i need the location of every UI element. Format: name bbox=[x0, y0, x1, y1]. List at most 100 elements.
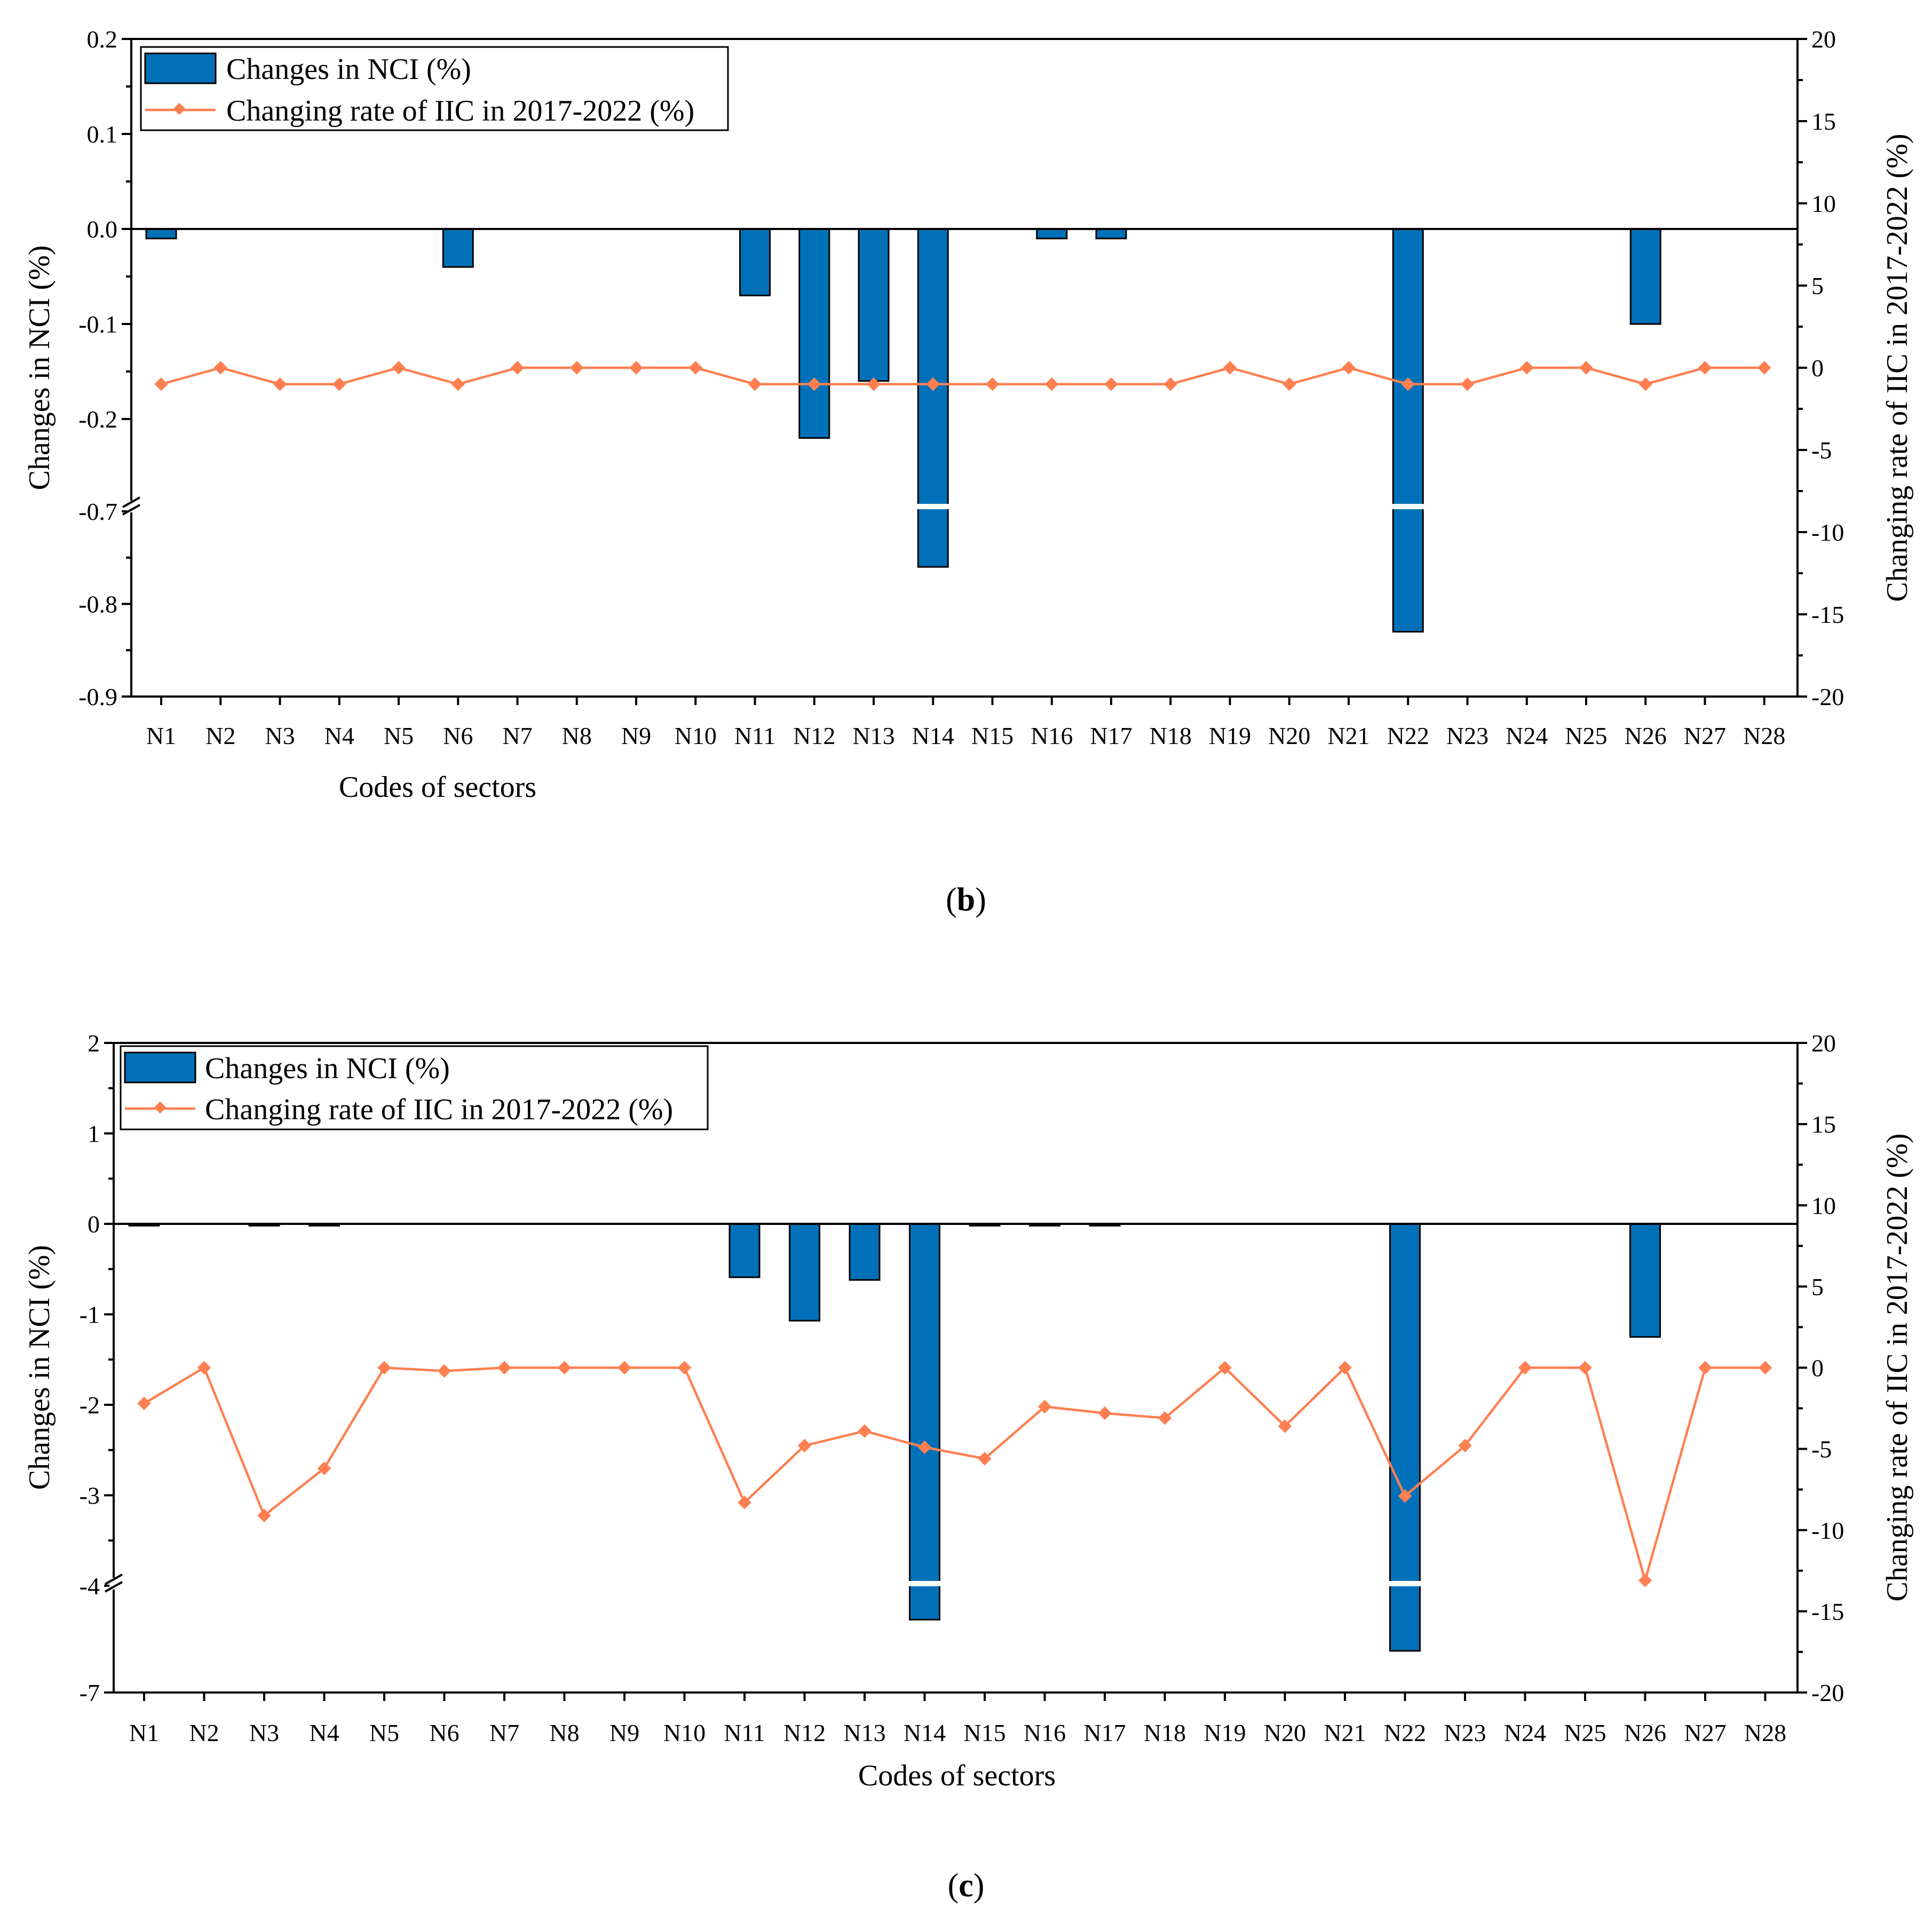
x-tick-label-n18: N18 bbox=[1150, 722, 1192, 749]
y2-tick-label: 0 bbox=[1811, 1355, 1824, 1382]
y-tick-label: -7 bbox=[80, 1679, 100, 1706]
y-axis-label-c: Changes in NCI (%) bbox=[23, 1245, 56, 1490]
bar-n1 bbox=[145, 228, 177, 240]
x-tick-label-n3: N3 bbox=[265, 722, 295, 749]
bar-n12 bbox=[789, 1223, 820, 1322]
y2-axis-ticks-c: 20 15 10 5 0 -5 -10 -15 -20 bbox=[1798, 1030, 1844, 1706]
x-tick-label-n22: N22 bbox=[1384, 1719, 1426, 1746]
line-point-n5 bbox=[377, 1361, 391, 1375]
line-point-n6 bbox=[437, 1364, 452, 1378]
x-axis-label-b: Codes of sectors bbox=[339, 771, 536, 804]
line-point-n7 bbox=[510, 361, 525, 375]
x-tick-label-n5: N5 bbox=[369, 1719, 399, 1746]
legend-bar-label-b: Changes in NCI (%) bbox=[226, 53, 471, 86]
x-tick-label-n16: N16 bbox=[1031, 722, 1073, 749]
line-point-n6 bbox=[451, 377, 465, 391]
axis-break-mark-c bbox=[105, 1573, 123, 1593]
x-tick-label-n21: N21 bbox=[1324, 1719, 1366, 1746]
line-point-n13 bbox=[858, 1424, 872, 1438]
x-tick-label-n9: N9 bbox=[621, 722, 651, 749]
x-tick-label-n4: N4 bbox=[309, 1719, 339, 1746]
line-point-n28 bbox=[1758, 1361, 1772, 1375]
y2-tick-label: 0 bbox=[1811, 354, 1824, 382]
y-axis-ticks-b: 0.2 0.1 0.0 -0.1 -0.2 -0.7 -0.8 -0.9 bbox=[78, 26, 131, 710]
line-point-n23 bbox=[1458, 1438, 1472, 1453]
line-point-n27 bbox=[1698, 361, 1712, 375]
x-tick-label-n10: N10 bbox=[675, 722, 717, 749]
y-tick-label: -0.8 bbox=[78, 591, 117, 618]
bar-breaks-c bbox=[907, 1581, 1422, 1586]
line-point-n18 bbox=[1158, 1411, 1172, 1425]
y-tick-label: 0.2 bbox=[87, 26, 118, 53]
chart-panel-b: 0.2 0.1 0.0 -0.1 -0.2 -0.7 -0.8 -0.9 20 15 10 5 0 -5… bbox=[23, 26, 1914, 918]
legend-c: Changes in NCI (%) Changing rate of IIC … bbox=[120, 1045, 709, 1130]
x-tick-label-n19: N19 bbox=[1209, 722, 1251, 749]
x-tick-label-n17: N17 bbox=[1083, 1719, 1126, 1746]
line-point-n19 bbox=[1218, 1361, 1232, 1375]
line-point-n17 bbox=[1104, 377, 1118, 391]
bar-n22 bbox=[1392, 228, 1424, 633]
y-tick-label: -0.9 bbox=[78, 683, 117, 710]
x-tick-label-n20: N20 bbox=[1264, 1719, 1306, 1746]
x-tick-label-n23: N23 bbox=[1446, 722, 1488, 749]
x-axis-label-c: Codes of sectors bbox=[858, 1759, 1056, 1792]
y2-axis-label-c: Changing rate of IIC in 2017-2022 (%) bbox=[1881, 1133, 1914, 1601]
y2-tick-label: 10 bbox=[1811, 1192, 1836, 1219]
legend-line-marker-c bbox=[154, 1101, 167, 1114]
x-tick-label-n25: N25 bbox=[1565, 722, 1607, 749]
bar-break-gap-n14 bbox=[916, 504, 951, 509]
x-tick-label-n18: N18 bbox=[1144, 1719, 1186, 1746]
line-point-n1 bbox=[154, 377, 168, 391]
x-tick-label-n19: N19 bbox=[1203, 1719, 1246, 1746]
y2-axis-label-b: Changing rate of IIC in 2017-2022 (%) bbox=[1881, 133, 1914, 602]
line-point-n21 bbox=[1338, 1361, 1352, 1375]
y-tick-label: 0.0 bbox=[87, 216, 118, 243]
x-tick-label-n11: N11 bbox=[724, 1719, 765, 1746]
bar-n11 bbox=[739, 228, 771, 297]
x-tick-label-n15: N15 bbox=[971, 722, 1013, 749]
line-point-n25 bbox=[1579, 361, 1593, 375]
bar-n12 bbox=[798, 228, 830, 439]
axis-break-slash bbox=[105, 1581, 123, 1593]
y2-tick-label: 15 bbox=[1811, 108, 1836, 135]
y2-tick-label: -5 bbox=[1811, 1436, 1832, 1463]
x-tick-label-n26: N26 bbox=[1624, 1719, 1666, 1746]
x-tick-label-n8: N8 bbox=[562, 722, 592, 749]
bar-n26 bbox=[1629, 228, 1661, 325]
bar-break-gap-n22 bbox=[1388, 1581, 1422, 1586]
x-tick-label-n13: N13 bbox=[843, 1719, 885, 1746]
line-point-n20 bbox=[1278, 1419, 1292, 1433]
y2-tick-label: -10 bbox=[1811, 519, 1844, 546]
line-point-n28 bbox=[1757, 361, 1771, 375]
x-tick-label-n1: N1 bbox=[146, 722, 176, 749]
line-point-n15 bbox=[985, 377, 1000, 391]
line-point-n2 bbox=[213, 361, 227, 375]
line-point-n1 bbox=[137, 1396, 151, 1411]
x-axis-ticks-c: N1 N2 N3 N4 N5 N6 N7 N8 N9 N10 N11 N12 N13 N14 N15 N16 N… bbox=[129, 1692, 1786, 1746]
y2-tick-label: -15 bbox=[1811, 1598, 1844, 1625]
y2-tick-label: -20 bbox=[1811, 1679, 1844, 1706]
line-point-n10 bbox=[677, 1361, 692, 1375]
x-tick-label-n7: N7 bbox=[502, 722, 532, 749]
line-point-n16 bbox=[1045, 377, 1059, 391]
line-point-n8 bbox=[557, 1361, 572, 1375]
y2-tick-label: 20 bbox=[1811, 26, 1836, 53]
legend-line-label-b: Changing rate of IIC in 2017-2022 (%) bbox=[226, 94, 694, 128]
x-tick-label-n3: N3 bbox=[249, 1719, 279, 1746]
line-point-n2 bbox=[197, 1361, 211, 1375]
y2-tick-label: 5 bbox=[1811, 272, 1824, 299]
x-tick-label-n23: N23 bbox=[1444, 1719, 1486, 1746]
line-point-n9 bbox=[629, 361, 643, 375]
x-tick-label-n22: N22 bbox=[1387, 722, 1429, 749]
line-point-n8 bbox=[570, 361, 584, 375]
y-tick-label: 0 bbox=[88, 1211, 100, 1238]
y2-tick-label: 20 bbox=[1811, 1030, 1836, 1057]
x-tick-label-n11: N11 bbox=[734, 722, 776, 749]
x-tick-label-n6: N6 bbox=[443, 722, 473, 749]
y-tick-label: -4 bbox=[80, 1572, 100, 1600]
x-tick-label-n4: N4 bbox=[324, 722, 354, 749]
x-tick-label-n21: N21 bbox=[1327, 722, 1369, 749]
x-tick-label-n1: N1 bbox=[129, 1719, 159, 1746]
x-tick-label-n25: N25 bbox=[1564, 1719, 1606, 1746]
